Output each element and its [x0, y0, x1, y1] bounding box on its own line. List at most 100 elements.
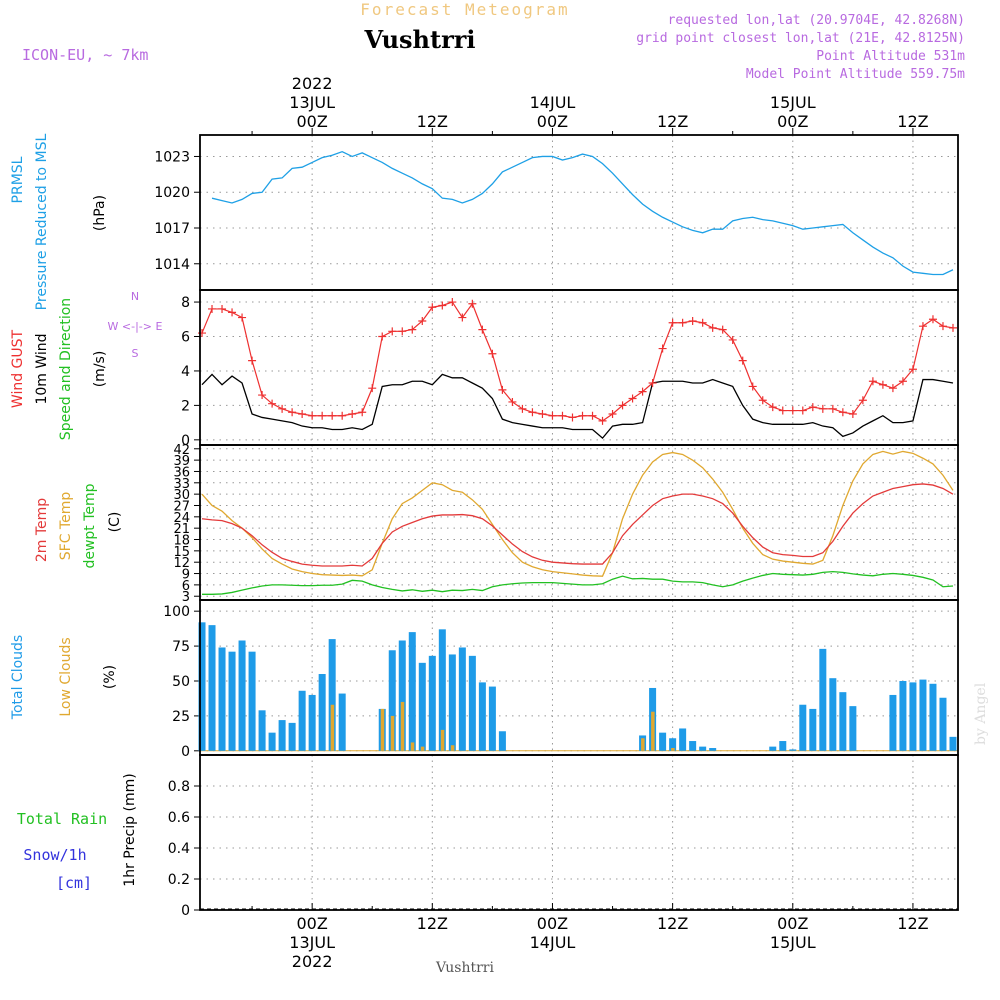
wind-gust-marker: [628, 394, 637, 403]
grid-point-coords: grid point closest lon,lat (21E, 42.8125…: [636, 31, 965, 46]
wind-gust-label: Wind GUST: [10, 329, 26, 408]
requested-coords: requested lon,lat (20.9704E, 42.8268N): [668, 13, 965, 28]
temp-sfc-label: SFC Temp: [58, 492, 74, 561]
wind-gust-marker: [698, 318, 707, 327]
wind-gust-marker: [768, 403, 777, 412]
wind-gust-marker: [488, 349, 497, 358]
total-cloud-bar: [478, 682, 486, 751]
y-tick-label: 42: [173, 443, 190, 458]
total-cloud-bar: [308, 694, 316, 751]
y-tick-label: 30: [173, 488, 190, 503]
y-tick-label: 3: [182, 590, 190, 605]
total-cloud-bar: [789, 749, 797, 751]
y-tick-label: 0.4: [168, 841, 190, 857]
wind-gust-marker: [808, 403, 817, 412]
total-cloud-bar: [799, 704, 807, 751]
wind-gust-marker: [678, 318, 687, 327]
time-label-bottom: 15JUL: [770, 933, 816, 952]
wind-gust-marker: [398, 327, 407, 336]
wind-gust-marker: [428, 303, 437, 312]
y-tick-label: 50: [172, 674, 190, 690]
wind-gust-marker: [758, 396, 767, 405]
snow-unit-label: [cm]: [56, 874, 92, 892]
y-tick-label: 24: [173, 511, 190, 526]
time-label-bottom: 00Z: [537, 914, 568, 933]
total-cloud-bar: [899, 680, 907, 751]
wind-gust-marker: [368, 384, 377, 393]
total-cloud-bar: [398, 640, 406, 751]
y-tick-label: 0.6: [168, 810, 190, 826]
total-cloud-bar: [198, 622, 206, 751]
pressure-line: [211, 150, 954, 276]
wind-gust-marker: [228, 308, 237, 317]
total-cloud-bar: [278, 720, 286, 751]
total-cloud-bar: [448, 654, 456, 751]
wind-gust-marker: [528, 408, 537, 417]
panel-frame: [199, 754, 959, 911]
wind-gust-marker: [838, 408, 847, 417]
total-cloud-bar: [689, 741, 697, 751]
time-label-bottom: 2022: [292, 952, 333, 971]
y-tick-label: 4: [181, 364, 190, 380]
time-label-top: 14JUL: [530, 93, 576, 112]
total-cloud-bar: [909, 682, 917, 751]
time-label-bottom: 12Z: [417, 914, 448, 933]
y-tick-label: 39: [173, 454, 190, 469]
wind-gust-marker: [318, 411, 327, 420]
y-tick-label: 25: [172, 709, 190, 725]
time-label-bottom: 14JUL: [530, 933, 576, 952]
wind-gust-marker: [738, 356, 747, 365]
y-tick-label: 75: [172, 639, 190, 655]
y-tick-label: 100: [163, 604, 190, 620]
total-cloud-bar: [438, 629, 446, 751]
total-cloud-bar: [699, 746, 707, 751]
wind-10m-line: [201, 373, 954, 440]
total-cloud-bar: [208, 625, 216, 751]
y-tick-label: 0.2: [168, 872, 190, 888]
total-cloud-bar: [338, 693, 346, 751]
low-cloud-bar: [450, 745, 455, 751]
wind-gust-marker: [268, 399, 277, 408]
wind-gust-marker: [408, 325, 417, 334]
wind-gust-marker: [298, 410, 307, 418]
wind-gust-marker: [358, 408, 367, 417]
wind-gust-marker: [608, 410, 617, 418]
time-label-bottom: 12Z: [657, 914, 688, 933]
total-cloud-bar: [328, 639, 336, 751]
y-tick-label: 0: [181, 903, 190, 919]
wind-gust-marker: [918, 322, 927, 331]
sfc-temp-line: [201, 450, 954, 577]
total-cloud-bar: [488, 686, 496, 751]
total-cloud-bar: [298, 690, 306, 751]
total-cloud-bar: [418, 662, 426, 751]
wind-gust-marker: [288, 408, 297, 417]
time-label-bottom: 00Z: [777, 914, 808, 933]
wind-gust-marker: [208, 304, 217, 313]
temp-2m-line: [201, 483, 954, 567]
model-point-altitude: Model Point Altitude 559.75m: [746, 67, 965, 82]
compass-south: S: [132, 347, 139, 360]
y-tick-label: 36: [173, 465, 190, 480]
time-label-bottom: 13JUL: [289, 933, 335, 952]
pressure-label-msl: Pressure Reduced to MSL: [34, 133, 50, 310]
time-label-bottom: 00Z: [296, 914, 327, 933]
low-cloud-bar: [420, 746, 425, 751]
y-tick-label: 1023: [154, 149, 190, 165]
wind-gust-marker: [648, 379, 657, 387]
wind-gust-marker: [928, 315, 937, 324]
dewpoint-line: [202, 570, 954, 595]
pressure-unit: (hPa): [92, 195, 108, 231]
wind-gust-marker: [538, 410, 547, 418]
model-label: ICON-EU, ~ 7km: [22, 46, 148, 64]
wind-gust-marker: [508, 397, 517, 406]
time-label-top: 15JUL: [770, 93, 816, 112]
wind-gust-line: [201, 301, 954, 422]
wind-gust-marker: [778, 406, 787, 415]
wind-gust-marker: [558, 411, 567, 420]
low-cloud-bar: [330, 704, 335, 751]
total-cloud-bar: [659, 732, 667, 751]
wind-gust-marker: [588, 411, 597, 420]
wind-gust-marker: [448, 298, 457, 307]
total-cloud-bar: [919, 679, 927, 751]
